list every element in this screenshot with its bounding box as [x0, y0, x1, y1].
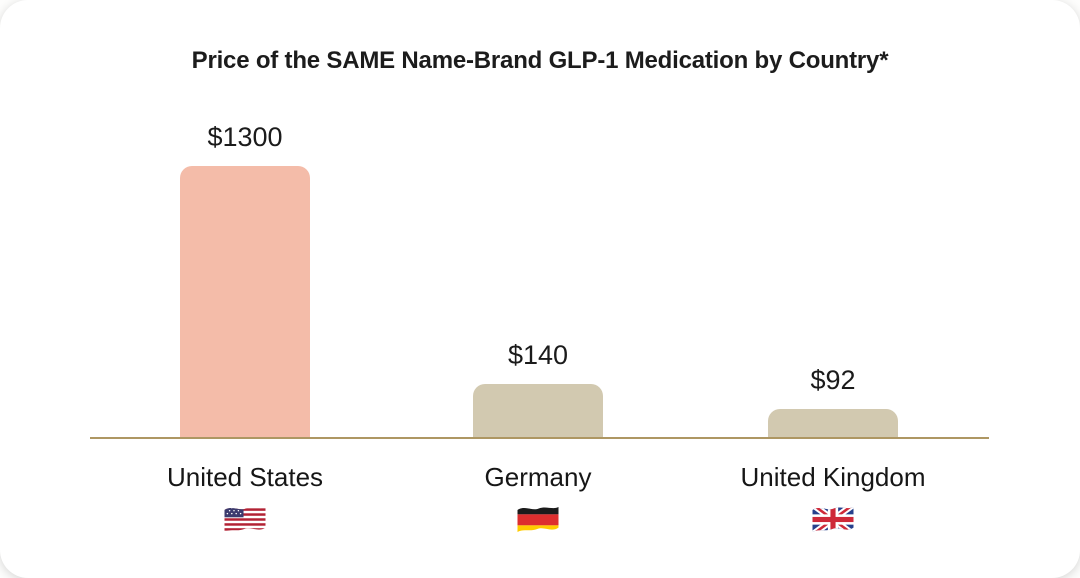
bar-value-label: $1300	[207, 121, 283, 152]
bar-united-states	[180, 166, 310, 437]
bar-united-kingdom	[768, 409, 898, 437]
bar-group-united-states: $1300 United States	[95, 0, 395, 578]
bar-value-label: $92	[810, 364, 856, 395]
bar-group-germany: $140 Germany	[388, 0, 688, 578]
uk-flag-icon	[812, 507, 854, 532]
bar-group-united-kingdom: $92 United Kingdom	[683, 0, 983, 578]
germany-flag-icon	[517, 507, 559, 532]
x-axis-line	[90, 437, 989, 439]
bar-value-label: $140	[507, 339, 569, 370]
x-tick-label-united-states: United States	[166, 462, 324, 492]
bar-germany	[473, 384, 603, 437]
us-flag-icon	[224, 507, 266, 532]
x-tick-label-united-kingdom: United Kingdom	[740, 462, 926, 492]
chart-title: Price of the SAME Name-Brand GLP-1 Medic…	[191, 47, 889, 74]
x-tick-label-germany: Germany	[484, 462, 592, 492]
